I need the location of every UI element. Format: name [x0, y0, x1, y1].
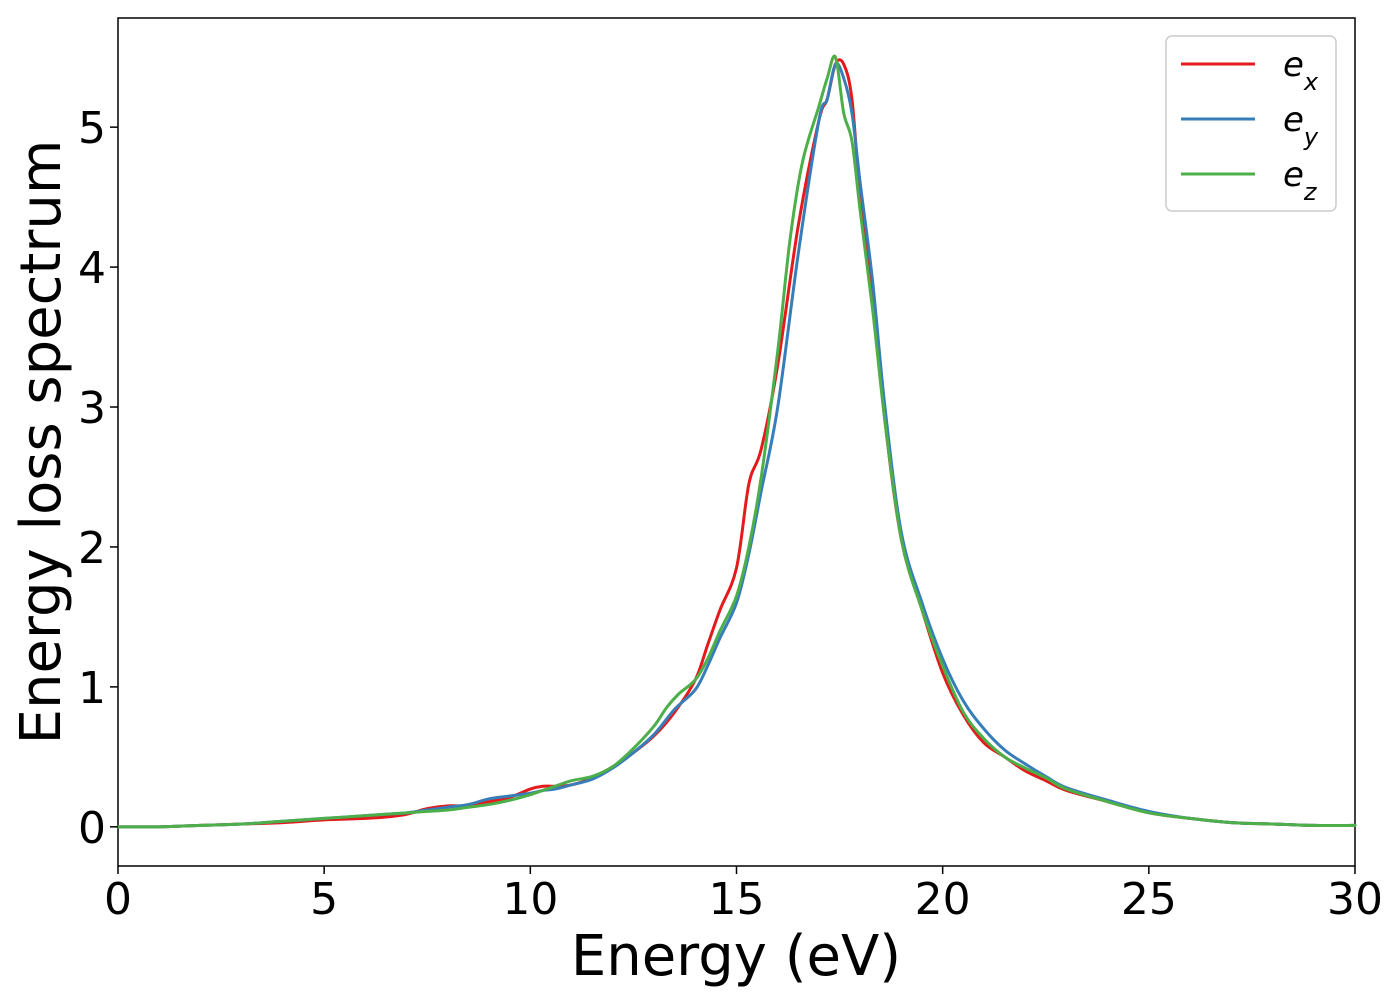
x-tick-label: 15 — [709, 874, 765, 925]
legend-label-ez: ez — [1283, 155, 1318, 206]
legend-label-ex: ex — [1283, 45, 1319, 96]
legend-label-ey: ey — [1283, 100, 1319, 151]
y-tick-label: 4 — [78, 243, 106, 294]
series-line-ey — [116, 61, 1357, 829]
legend-box — [1165, 35, 1337, 212]
x-tick-label: 20 — [915, 874, 971, 925]
x-tick-label: 5 — [310, 874, 338, 925]
y-tick-label: 0 — [78, 803, 106, 854]
x-tick-label: 10 — [502, 874, 558, 925]
x-tick-label: 30 — [1327, 874, 1383, 925]
series-layer — [116, 54, 1357, 829]
x-axis-ticks: 0 5 10 15 20 25 30 — [104, 866, 1383, 925]
series-line-ez — [116, 54, 1357, 829]
y-tick-label: 5 — [78, 103, 106, 154]
x-tick-label: 25 — [1121, 874, 1177, 925]
y-tick-label: 1 — [78, 663, 106, 714]
y-tick-label: 2 — [78, 523, 106, 574]
y-tick-label: 3 — [78, 383, 106, 434]
x-tick-label: 0 — [104, 874, 132, 925]
x-axis-label: Energy (eV) — [571, 924, 901, 989]
y-axis-ticks: 0 1 2 3 4 5 — [78, 103, 118, 854]
y-axis-label: Energy loss spectrum — [9, 140, 74, 745]
